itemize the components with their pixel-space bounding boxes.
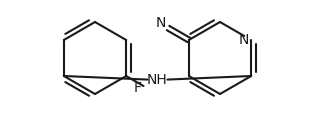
Text: N: N bbox=[156, 16, 166, 30]
Text: F: F bbox=[134, 81, 141, 95]
Text: N: N bbox=[239, 33, 249, 47]
Text: NH: NH bbox=[147, 73, 168, 87]
